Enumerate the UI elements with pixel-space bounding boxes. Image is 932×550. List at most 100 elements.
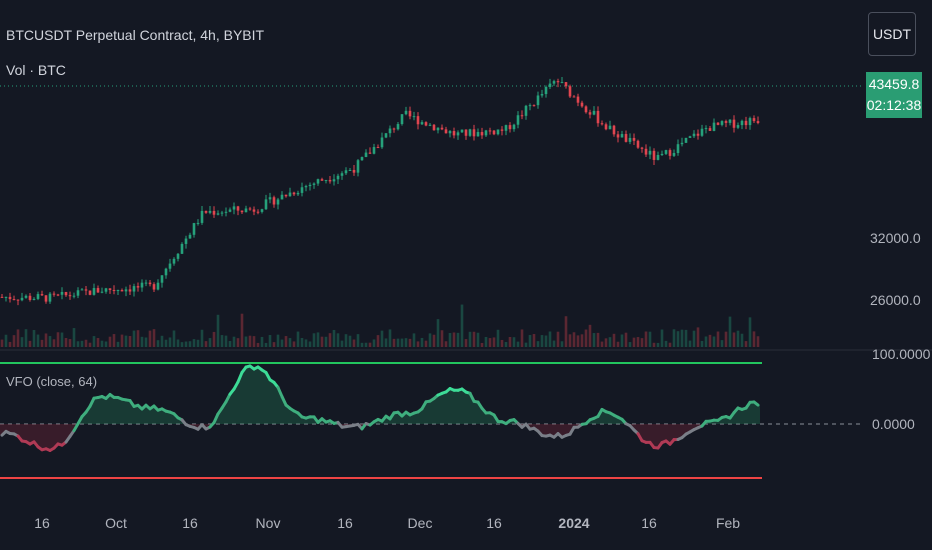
vfo-fill-bar (204, 424, 208, 429)
price-candle (216, 210, 220, 216)
price-candle (424, 121, 428, 127)
vfo-fill-bar (228, 394, 232, 424)
volume-bar (36, 334, 40, 347)
vfo-fill-bar (436, 395, 440, 424)
price-candle (432, 123, 436, 131)
volume-bar (128, 336, 132, 347)
volume-bar (148, 330, 152, 347)
volume-bar (272, 342, 276, 347)
vfo-fill-bar (724, 416, 728, 424)
price-candle (484, 129, 488, 137)
volume-bar (648, 331, 652, 347)
volume-bar (180, 342, 184, 347)
vfo-fill-bar (480, 408, 484, 424)
vfo-fill-bar (168, 412, 172, 424)
price-candle (372, 143, 376, 155)
vfo-fill-bar (528, 424, 532, 430)
volume-bar (424, 340, 428, 347)
vfo-fill-bar (452, 390, 456, 424)
vfo-fill-bar (388, 418, 392, 424)
volume-bar (488, 338, 492, 347)
volume-bar (572, 332, 576, 347)
volume-bar (332, 329, 336, 347)
price-candle (76, 287, 80, 299)
price-candle (440, 124, 444, 131)
vfo-fill-bar (244, 367, 248, 424)
price-candle (32, 297, 36, 301)
volume-label: Vol · BTC (6, 62, 66, 78)
price-candle (608, 120, 612, 130)
price-candle (572, 95, 576, 98)
vfo-fill-bar (260, 370, 264, 424)
volume-bar (232, 336, 236, 347)
vfo-fill-bar (644, 424, 648, 443)
time-axis-label: Feb (716, 515, 740, 531)
vfo-fill-bar (116, 397, 120, 424)
volume-bar (548, 331, 552, 347)
price-candle (744, 116, 748, 130)
price-candle (72, 292, 76, 299)
volume-bar (312, 333, 316, 347)
vfo-fill-bar (672, 424, 676, 440)
vfo-fill-bar (756, 405, 760, 424)
vfo-fill-bar (80, 416, 84, 424)
price-candle (360, 156, 364, 161)
volume-bar (336, 333, 340, 347)
price-candle (752, 115, 756, 123)
vfo-fill-bar (232, 389, 236, 424)
vfo-fill-bar (224, 401, 228, 424)
volume-bar (380, 330, 384, 347)
price-candle (712, 118, 716, 132)
time-axis-label: Oct (105, 515, 127, 531)
vfo-fill-bar (268, 379, 272, 424)
volume-bar (308, 341, 312, 347)
price-candle (104, 287, 108, 294)
vfo-fill-bar (424, 401, 428, 424)
volume-bar (728, 316, 732, 347)
price-candle (592, 106, 596, 116)
vfo-fill-bar (728, 418, 732, 424)
price-candle (188, 232, 192, 239)
price-candle (116, 289, 120, 296)
price-candle (508, 122, 512, 133)
volume-bar (260, 336, 264, 347)
price-candle (8, 292, 12, 303)
price-candle (332, 174, 336, 186)
volume-bar (724, 331, 728, 347)
volume-bar (80, 340, 84, 347)
vfo-fill-bar (604, 411, 608, 424)
volume-bar (508, 336, 512, 347)
currency-button[interactable]: USDT (868, 12, 916, 56)
vfo-fill-bar (448, 388, 452, 424)
price-candle (88, 290, 92, 296)
vfo-line-segment (752, 400, 760, 407)
price-candle (156, 279, 160, 291)
price-candle (348, 168, 352, 171)
volume-bar (580, 334, 584, 347)
volume-bar (416, 341, 420, 347)
volume-bar (292, 341, 296, 347)
volume-bar (748, 317, 752, 347)
volume-bar (168, 337, 172, 347)
volume-bar (208, 338, 212, 347)
price-candle (428, 123, 432, 127)
vfo-fill-bar (720, 417, 724, 424)
volume-bar (24, 329, 28, 347)
vfo-fill-bar (420, 408, 424, 424)
volume-bar (268, 335, 272, 347)
price-candle (680, 137, 684, 147)
vfo-fill-bar (556, 424, 560, 434)
price-candle (124, 286, 128, 297)
vfo-fill-bar (308, 416, 312, 424)
volume-bar (132, 330, 136, 347)
price-candle (144, 279, 148, 287)
vfo-fill-bar (684, 424, 688, 435)
volume-bar (28, 340, 32, 347)
volume-bar (532, 334, 536, 347)
vfo-fill-bar (136, 405, 140, 424)
vfo-line-segment (88, 396, 96, 408)
price-candle (308, 182, 312, 191)
price-candle (324, 179, 328, 184)
price-candle (140, 279, 144, 292)
